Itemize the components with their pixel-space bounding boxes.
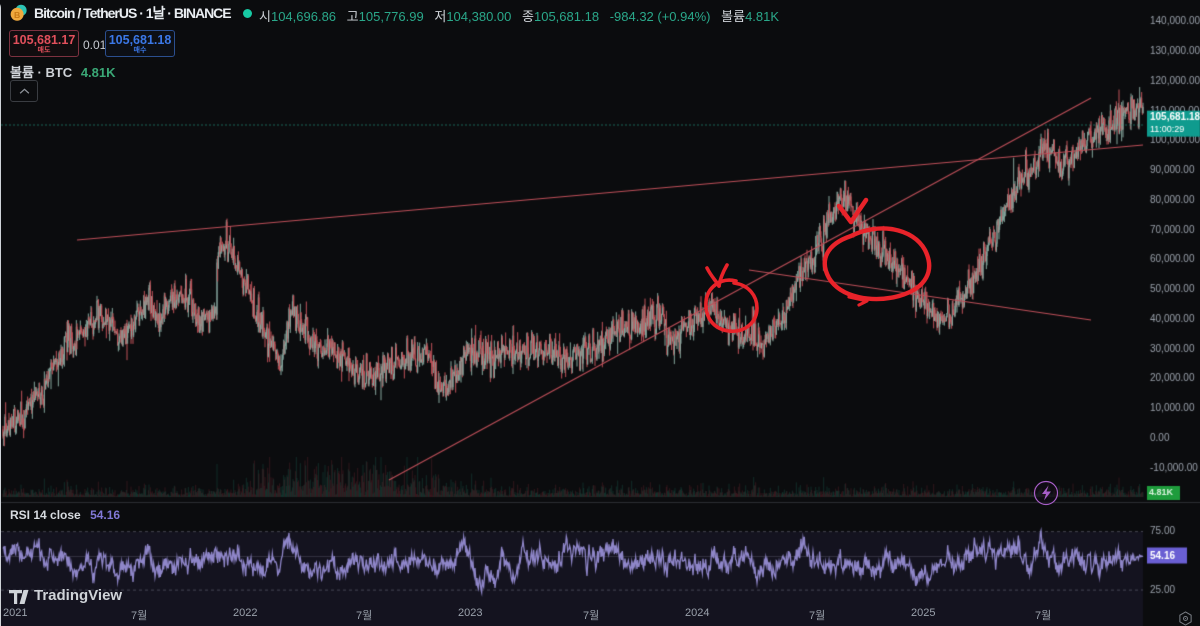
svg-text:B: B	[14, 9, 20, 19]
